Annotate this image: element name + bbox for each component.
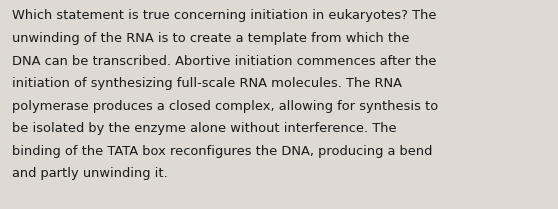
Text: be isolated by the enzyme alone without interference. The: be isolated by the enzyme alone without … xyxy=(12,122,397,135)
Text: unwinding of the RNA is to create a template from which the: unwinding of the RNA is to create a temp… xyxy=(12,32,410,45)
Text: and partly unwinding it.: and partly unwinding it. xyxy=(12,167,168,180)
Text: polymerase produces a closed complex, allowing for synthesis to: polymerase produces a closed complex, al… xyxy=(12,100,439,113)
Text: Which statement is true concerning initiation in eukaryotes? The: Which statement is true concerning initi… xyxy=(12,9,437,22)
Text: DNA can be transcribed. Abortive initiation commences after the: DNA can be transcribed. Abortive initiat… xyxy=(12,55,437,68)
Text: binding of the TATA box reconfigures the DNA, producing a bend: binding of the TATA box reconfigures the… xyxy=(12,145,432,158)
Text: initiation of synthesizing full-scale RNA molecules. The RNA: initiation of synthesizing full-scale RN… xyxy=(12,77,402,90)
